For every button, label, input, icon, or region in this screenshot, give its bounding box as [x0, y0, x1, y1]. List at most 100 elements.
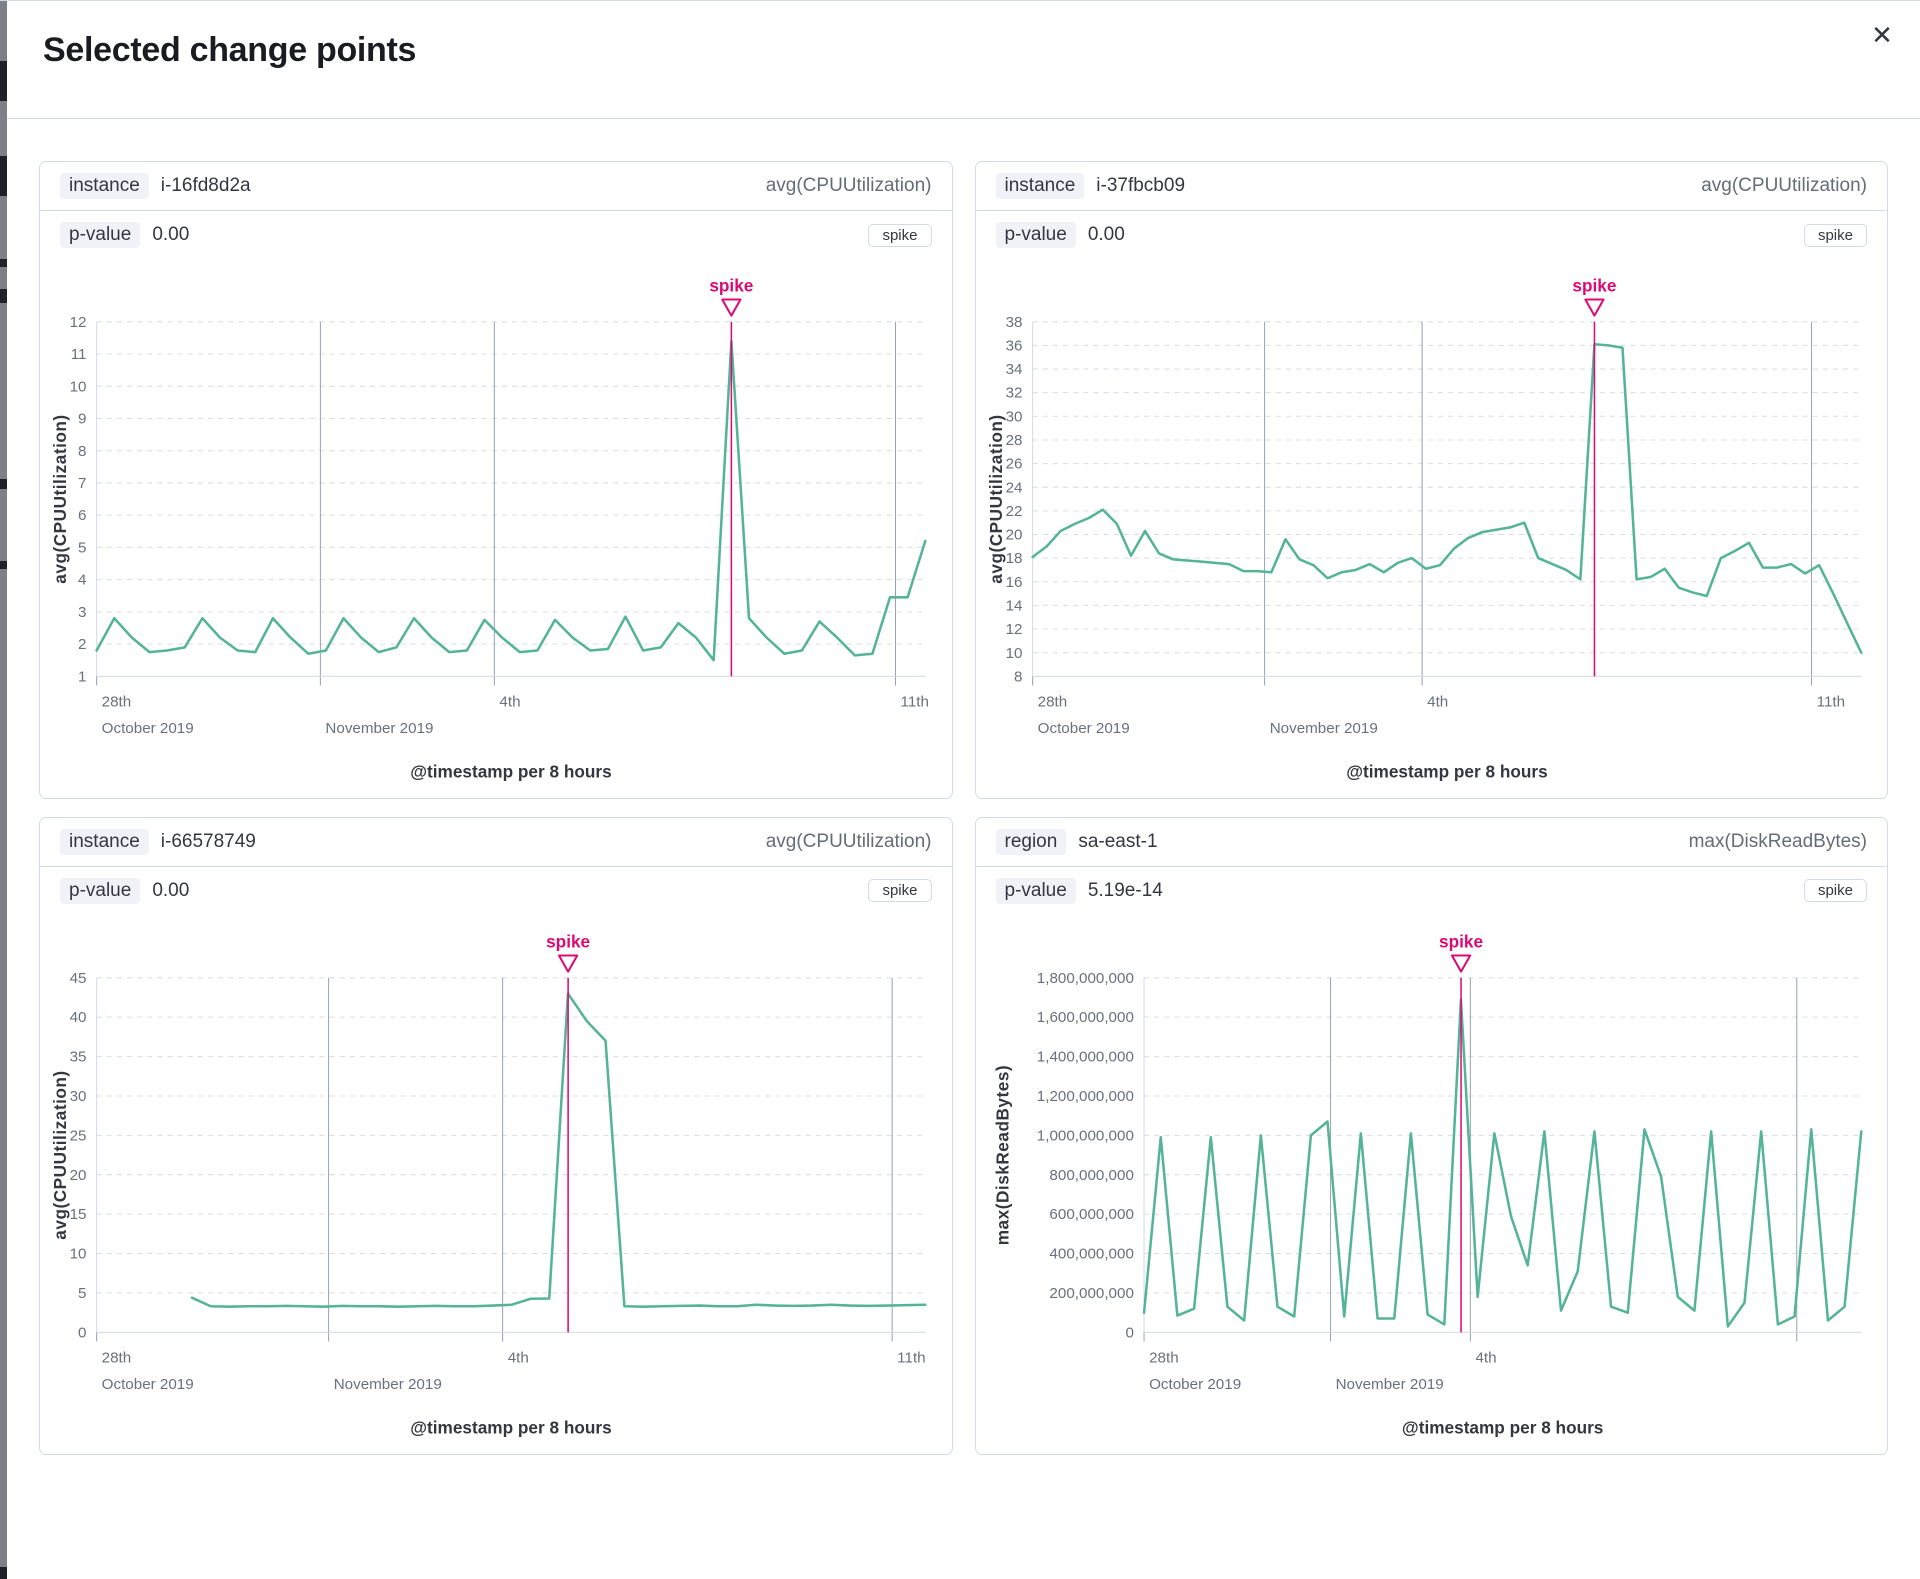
svg-text:@timestamp per 8 hours: @timestamp per 8 hours	[410, 1417, 611, 1437]
svg-text:max(DiskReadBytes): max(DiskReadBytes)	[992, 1065, 1012, 1245]
metric-label: max(DiskReadBytes)	[1688, 830, 1867, 852]
flyout-header: Selected change points ✕	[7, 1, 1920, 119]
svg-text:1: 1	[78, 668, 86, 685]
svg-text:October 2019: October 2019	[102, 1376, 194, 1393]
svg-text:10: 10	[1005, 645, 1022, 662]
close-icon[interactable]: ✕	[1862, 15, 1902, 55]
svg-text:30: 30	[1005, 408, 1022, 425]
page-title: Selected change points	[43, 31, 417, 69]
svg-text:40: 40	[70, 1009, 87, 1026]
panel-header: instance i-16fd8d2a avg(CPUUtilization)	[40, 162, 952, 211]
svg-text:600,000,000: 600,000,000	[1049, 1206, 1133, 1223]
svg-text:25: 25	[70, 1127, 87, 1144]
chart-area: 1 2 3 4 5 6 7 8 9 10 11 12 28th October 2019 November …	[40, 259, 952, 798]
svg-text:0: 0	[78, 1324, 86, 1341]
p-value: 0.00	[152, 879, 190, 901]
svg-text:@timestamp per 8 hours: @timestamp per 8 hours	[1401, 1417, 1602, 1437]
svg-text:October 2019: October 2019	[102, 720, 194, 737]
svg-text:36: 36	[1005, 337, 1022, 354]
svg-text:45: 45	[70, 970, 87, 987]
panel-header: instance i-66578749 avg(CPUUtilization)	[40, 818, 952, 867]
metric-label: avg(CPUUtilization)	[765, 830, 932, 852]
chart-area: 0 5 10 15 20 25 30 35 40 45 28th October 2019 Novemb…	[40, 915, 952, 1454]
change-point-chart: 0 5 10 15 20 25 30 35 40 45 28th October 2019 Novemb…	[50, 931, 927, 1437]
svg-text:3: 3	[78, 604, 86, 621]
metric-label: avg(CPUUtilization)	[1701, 175, 1867, 196]
svg-text:avg(CPUUtilization): avg(CPUUtilization)	[50, 1070, 70, 1239]
svg-text:October 2019: October 2019	[1037, 720, 1129, 737]
change-point-panel: instance i-37fbcb09 avg(CPUUtilization) …	[974, 161, 1888, 799]
svg-text:10: 10	[70, 378, 87, 395]
svg-text:38: 38	[1005, 314, 1022, 331]
svg-text:1,200,000,000: 1,200,000,000	[1036, 1088, 1133, 1105]
change-point-chart: 8 10 12 14 16 18 20 22 24 26 28 30 32 34 36 38 28th Octob…	[986, 275, 1863, 782]
svg-text:26: 26	[1005, 456, 1022, 473]
svg-text:spike: spike	[1439, 931, 1483, 951]
svg-text:16: 16	[1005, 574, 1022, 591]
change-point-chart: 0 200,000,000 400,000,000 600,000,000 800,00…	[992, 931, 1863, 1437]
field-value: sa-east-1	[1078, 830, 1158, 852]
panel-subheader: p-value 0.00 spike	[976, 211, 1888, 259]
svg-text:35: 35	[70, 1048, 87, 1065]
svg-text:spike: spike	[709, 275, 753, 295]
chart-area: 8 10 12 14 16 18 20 22 24 26 28 30 32 34 36 38 28th Octob…	[976, 259, 1888, 798]
change-point-panel: instance i-16fd8d2a avg(CPUUtilization) …	[39, 161, 953, 799]
svg-text:spike: spike	[1572, 275, 1616, 295]
field-name-badge: instance	[60, 173, 149, 199]
svg-text:0: 0	[1125, 1324, 1133, 1341]
svg-text:11th: 11th	[897, 1349, 925, 1366]
svg-text:6: 6	[78, 507, 86, 524]
background-fragment	[0, 61, 7, 101]
p-value-badge: p-value	[995, 877, 1076, 904]
svg-text:11th: 11th	[1816, 694, 1844, 711]
field-value: i-66578749	[160, 830, 256, 852]
change-type-badge: spike	[868, 223, 932, 247]
svg-text:12: 12	[70, 314, 87, 331]
field-value: i-16fd8d2a	[160, 175, 251, 196]
svg-text:30: 30	[70, 1088, 87, 1105]
panel-subheader: p-value 5.19e-14 spike	[976, 867, 1888, 915]
svg-text:November 2019: November 2019	[1335, 1376, 1443, 1393]
p-value: 0.00	[152, 224, 190, 245]
p-value-badge: p-value	[60, 222, 141, 248]
panel-subheader: p-value 0.00 spike	[40, 867, 952, 915]
field-value: i-37fbcb09	[1096, 175, 1186, 196]
svg-text:October 2019: October 2019	[1149, 1376, 1241, 1393]
svg-text:8: 8	[1014, 668, 1022, 685]
change-point-panel: region sa-east-1 max(DiskReadBytes) p-va…	[974, 816, 1888, 1455]
panel-subheader: p-value 0.00 spike	[40, 211, 952, 259]
change-type-badge: spike	[1803, 223, 1867, 247]
svg-text:2: 2	[78, 636, 86, 653]
svg-text:spike: spike	[546, 931, 590, 951]
svg-text:28: 28	[1005, 432, 1022, 449]
svg-text:11: 11	[71, 346, 87, 363]
field-name-badge: instance	[60, 828, 149, 855]
svg-text:avg(CPUUtilization): avg(CPUUtilization)	[986, 414, 1006, 583]
change-points-grid: instance i-16fd8d2a avg(CPUUtilization) …	[7, 119, 1920, 1455]
svg-text:28th: 28th	[1037, 694, 1067, 711]
svg-text:8: 8	[78, 443, 86, 460]
svg-text:November 2019: November 2019	[334, 1376, 442, 1393]
svg-text:November 2019: November 2019	[325, 720, 433, 737]
svg-text:12: 12	[1005, 621, 1022, 638]
svg-text:200,000,000: 200,000,000	[1049, 1285, 1133, 1302]
svg-text:avg(CPUUtilization): avg(CPUUtilization)	[50, 414, 70, 583]
svg-text:28th: 28th	[1149, 1349, 1179, 1366]
svg-text:5: 5	[78, 539, 86, 556]
svg-text:15: 15	[70, 1206, 87, 1223]
svg-text:4th: 4th	[1427, 694, 1448, 711]
background-fragment	[0, 479, 7, 489]
svg-text:1,800,000,000: 1,800,000,000	[1036, 970, 1133, 987]
svg-text:10: 10	[70, 1245, 87, 1262]
svg-text:November 2019: November 2019	[1269, 720, 1377, 737]
metric-label: avg(CPUUtilization)	[765, 175, 932, 196]
svg-text:4th: 4th	[499, 694, 520, 711]
svg-text:20: 20	[70, 1167, 87, 1184]
svg-text:20: 20	[1005, 527, 1022, 544]
svg-text:400,000,000: 400,000,000	[1049, 1245, 1133, 1262]
svg-text:800,000,000: 800,000,000	[1049, 1167, 1133, 1184]
background-fragment	[0, 1567, 7, 1579]
svg-text:7: 7	[78, 475, 86, 492]
change-point-panel: instance i-66578749 avg(CPUUtilization) …	[39, 816, 953, 1455]
